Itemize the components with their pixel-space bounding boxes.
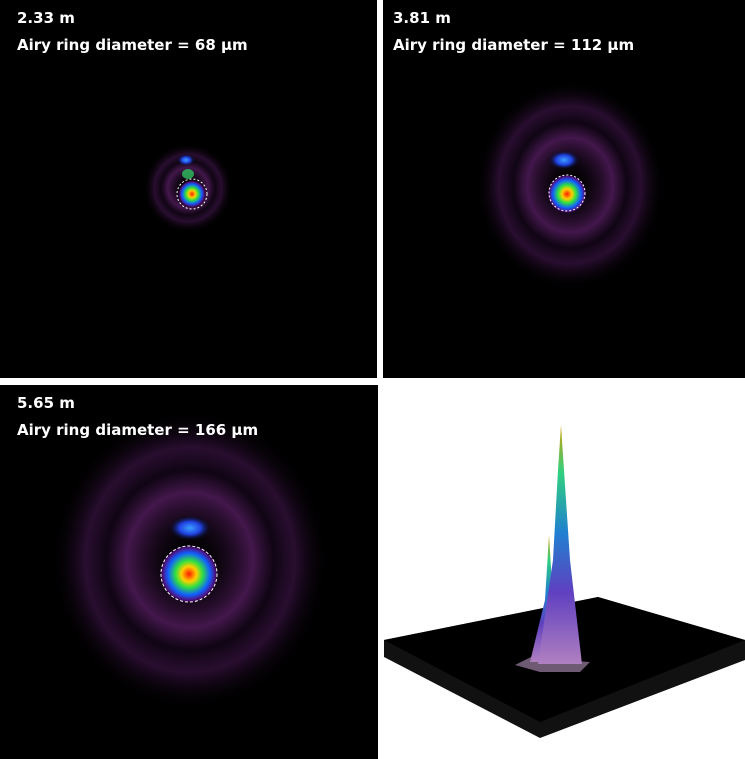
main-peak [538,425,582,664]
beam-spot [547,174,587,214]
airy-ring [548,174,586,212]
side-lobe [548,150,580,170]
beam-spot [159,544,219,604]
distance-label: 2.33 m [17,9,75,27]
beam-spot [178,180,206,208]
side-lobe [168,515,212,541]
caption: Airy ring diameter = 112 µm [393,36,634,54]
panel: 5.65 m Airy ring diameter = 166 µm [0,385,378,759]
surface-plot [384,425,745,738]
panel: 2.33 m Airy ring diameter = 68 µm [0,0,377,378]
caption: Airy ring diameter = 68 µm [17,36,248,54]
panel: 3.81 m Airy ring diameter = 112 µm [383,0,745,378]
caption: Airy ring diameter = 166 µm [17,421,258,439]
airy-ring [176,178,208,210]
distance-label: 3.81 m [393,9,451,27]
distance-label: 5.65 m [17,394,75,412]
side-lobe [177,154,195,166]
side-lobe [182,169,194,179]
airy-ring [160,545,218,603]
